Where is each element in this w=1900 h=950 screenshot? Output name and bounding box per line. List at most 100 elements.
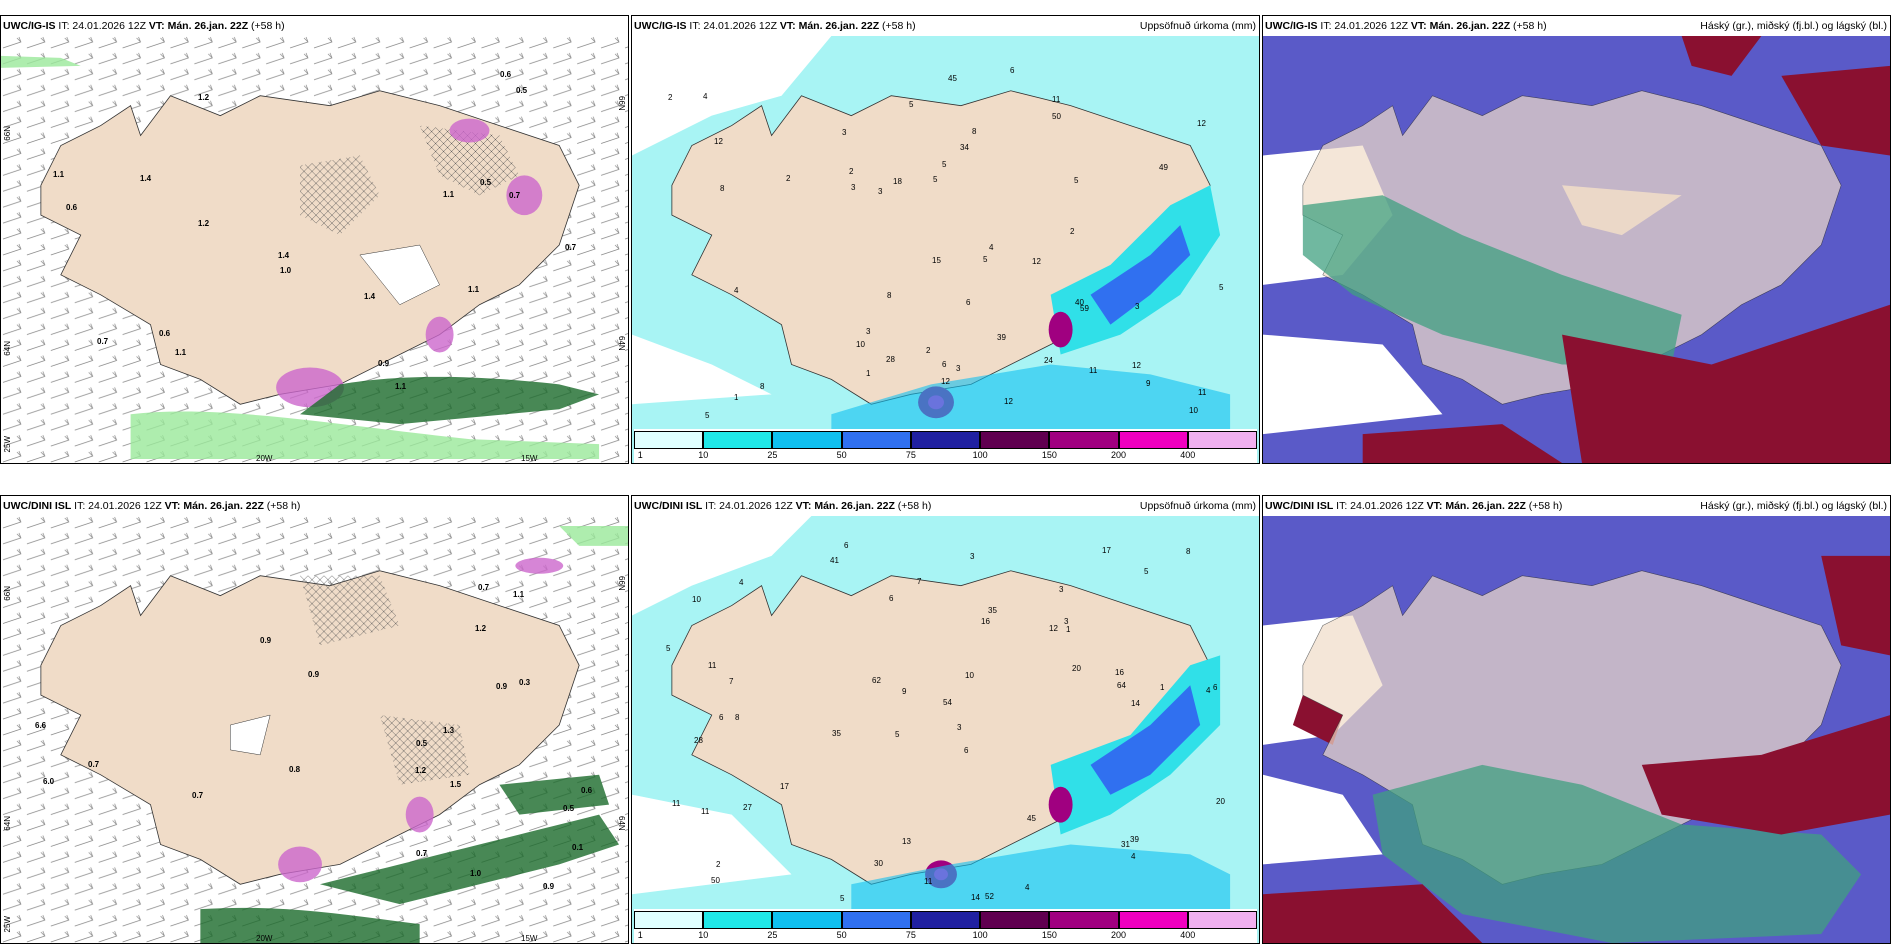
value-label: 3: [1059, 585, 1064, 594]
value-label: 0.7: [88, 760, 100, 769]
value-label: 5: [983, 255, 988, 264]
colorbar-tick: 25: [767, 930, 778, 940]
value-label: 62: [872, 676, 881, 685]
value-label: 49: [1159, 163, 1168, 172]
value-label: 20: [1072, 664, 1081, 673]
value-label: 3: [970, 552, 975, 561]
colorbar-swatch: [910, 911, 981, 929]
value-label: 8: [1186, 547, 1191, 556]
colorbar-tick: 50: [836, 450, 847, 460]
value-label: 31: [1121, 840, 1130, 849]
value-label: 14: [971, 893, 980, 902]
panel-title: Uppsöfnuð úrkoma (mm): [1139, 500, 1256, 512]
lat-label: 25W: [3, 436, 12, 453]
value-label: 16: [981, 617, 990, 626]
value-label: 1: [734, 393, 739, 402]
value-label: 6.6: [35, 721, 47, 730]
value-label: 5: [933, 175, 938, 184]
lead-time: (+58 h): [1513, 20, 1547, 32]
value-label: 6: [1010, 66, 1015, 75]
value-label: 0.9: [308, 670, 320, 679]
value-label: 34: [960, 143, 969, 152]
colorbar-tick: 10: [698, 450, 709, 460]
value-label: 3: [866, 327, 871, 336]
colorbar-swatch: [634, 431, 704, 449]
value-label: 39: [1130, 835, 1139, 844]
value-label: 3: [957, 723, 962, 732]
model-label: UWC/DINI ISL: [634, 500, 703, 512]
value-label: 0.1: [572, 843, 584, 852]
value-label: 5: [1074, 176, 1079, 185]
panel-header: UWC/DINI ISL IT: 24.01.2026 12Z VT: Mán.…: [632, 496, 1259, 516]
value-label: 11: [1052, 95, 1061, 104]
valid-time: VT: Mán. 26.jan. 22Z: [1410, 20, 1511, 32]
colorbar-swatch: [1118, 431, 1188, 449]
value-label: 1.2: [198, 219, 210, 228]
value-label: 1.2: [475, 624, 487, 633]
value-label: 1.0: [470, 869, 482, 878]
value-label: 1: [1066, 625, 1071, 634]
value-label: 6.0: [43, 777, 55, 786]
colorbar-tick: 400: [1180, 450, 1196, 460]
value-label: 10: [692, 595, 701, 604]
value-label: 1.1: [395, 382, 407, 391]
value-label: 41: [830, 556, 839, 565]
init-time: IT: 24.01.2026 12Z: [689, 20, 777, 32]
value-label: 0.7: [192, 791, 204, 800]
value-label: 14: [1131, 699, 1140, 708]
model-label: UWC/IG-IS: [1265, 20, 1318, 32]
panel-clouds-top: UWC/IG-IS IT: 24.01.2026 12Z VT: Mán. 26…: [1262, 15, 1891, 464]
value-label: 12: [1132, 361, 1141, 370]
value-label: 8: [735, 713, 740, 722]
value-label: 3: [956, 364, 961, 373]
colorbar-swatch: [772, 911, 842, 929]
value-label: 0.6: [159, 329, 171, 338]
value-label: 11: [672, 799, 681, 808]
colorbar-swatch: [1118, 911, 1188, 929]
value-label: 6: [964, 746, 969, 755]
value-label: 3: [1135, 302, 1140, 311]
colorbar-tick: 100: [972, 930, 988, 940]
value-label: 35: [988, 606, 997, 615]
value-label: 4: [1025, 883, 1030, 892]
value-label: 64: [1117, 681, 1126, 690]
value-label: 2: [926, 346, 931, 355]
colorbar-swatch: [841, 911, 911, 929]
value-label: 8: [887, 291, 892, 300]
colorbar-tick: 200: [1111, 930, 1127, 940]
value-label: 0.5: [416, 739, 428, 748]
init-time: IT: 24.01.2026 12Z: [1336, 500, 1424, 512]
value-label: 10: [1189, 406, 1198, 415]
panel-precip-bottom: UWC/DINI ISL IT: 24.01.2026 12Z VT: Mán.…: [631, 495, 1260, 944]
value-label: 2: [849, 167, 854, 176]
value-label: 9: [902, 687, 907, 696]
value-label: 7: [917, 577, 922, 586]
value-label: 1.4: [140, 174, 152, 183]
value-label: 17: [780, 782, 789, 791]
colorbar-tick: 75: [905, 450, 916, 460]
colorbar-tick: 50: [836, 930, 847, 940]
value-label: 0.9: [543, 882, 555, 891]
value-label: 0.6: [66, 203, 78, 212]
value-label: 7: [729, 677, 734, 686]
value-label: 1: [866, 369, 871, 378]
value-label: 6: [966, 298, 971, 307]
value-label: 6: [889, 594, 894, 603]
value-label: 54: [943, 698, 952, 707]
model-label: UWC/DINI ISL: [1265, 500, 1334, 512]
value-label: 12: [1049, 624, 1058, 633]
value-label: 45: [1027, 814, 1036, 823]
value-label: 59: [1080, 304, 1089, 313]
colorbar-swatch: [634, 911, 704, 929]
value-label: 20: [1216, 797, 1225, 806]
colorbar-swatch: [703, 911, 773, 929]
panel-wind-top: UWC/IG-IS IT: 24.01.2026 12Z VT: Mán. 26…: [0, 15, 629, 464]
value-label: 28: [886, 355, 895, 364]
panel-precip-top: UWC/IG-IS IT: 24.01.2026 12Z VT: Mán. 26…: [631, 15, 1260, 464]
value-label: 2: [716, 860, 721, 869]
value-label: 5: [705, 411, 710, 420]
value-label: 6: [942, 360, 947, 369]
value-label: 4: [739, 578, 744, 587]
value-label: 1.5: [450, 780, 462, 789]
init-time: IT: 24.01.2026 12Z: [58, 20, 146, 32]
